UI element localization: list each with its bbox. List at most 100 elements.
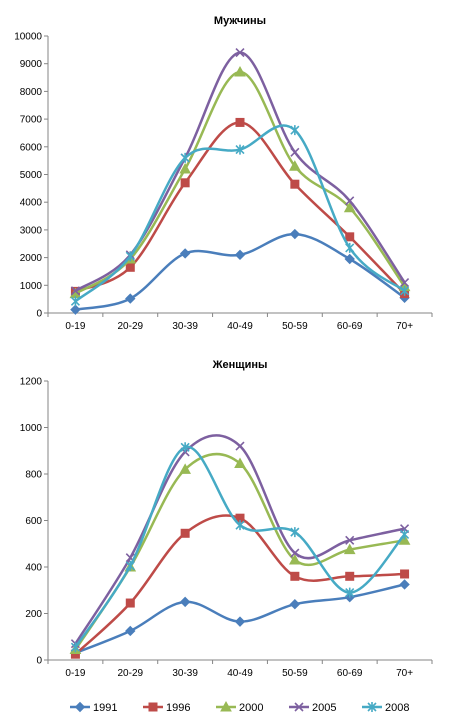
data-point: [289, 598, 301, 610]
data-point: [345, 196, 355, 206]
data-point: [290, 571, 300, 581]
legend-item-1996: 1996: [143, 702, 190, 714]
y-tick-label: 3000: [20, 225, 43, 236]
x-tick-label: 20-29: [117, 321, 143, 332]
legend-marker: [220, 700, 232, 712]
legend-marker: [367, 702, 377, 712]
data-point: [400, 569, 410, 579]
data-point: [125, 293, 136, 304]
x-tick-label: 50-59: [282, 668, 308, 679]
x-tick-label: 20-29: [117, 668, 143, 679]
data-point: [399, 579, 410, 590]
data-point: [179, 248, 191, 259]
data-point: [235, 48, 245, 58]
y-tick-label: 2000: [20, 253, 43, 264]
x-tick-label: 50-59: [282, 321, 308, 332]
y-tick-label: 0: [36, 656, 42, 667]
data-point: [290, 147, 300, 157]
series-1991: [70, 228, 410, 315]
data-point: [235, 520, 245, 531]
data-point: [289, 553, 301, 565]
data-point: [290, 179, 300, 189]
data-point: [180, 152, 190, 163]
data-point: [235, 117, 245, 127]
y-tick-label: 8000: [20, 87, 43, 98]
y-tick-label: 800: [25, 470, 42, 481]
data-point: [290, 548, 300, 558]
data-point: [398, 534, 411, 545]
legend-label: 2000: [239, 702, 263, 714]
series-1991: [70, 579, 410, 659]
legend-item-2005: 2005: [289, 702, 336, 714]
data-point: [400, 277, 410, 288]
data-point: [234, 65, 246, 77]
data-point: [345, 232, 355, 242]
x-tick-label: 0-19: [65, 321, 85, 332]
series-1996: [70, 513, 410, 659]
data-point: [125, 625, 136, 637]
data-point: [125, 598, 135, 608]
x-tick-label: 40-49: [227, 668, 253, 679]
x-tick-label: 60-69: [337, 668, 363, 679]
y-tick-label: 6000: [20, 142, 43, 153]
x-tick-label: 40-49: [227, 321, 253, 332]
chart-title: Женщины: [212, 359, 268, 371]
y-tick-label: 1000: [20, 281, 43, 292]
data-point: [125, 262, 135, 272]
data-point: [180, 442, 190, 453]
data-point: [343, 201, 356, 213]
data-point: [290, 527, 300, 538]
data-point: [234, 249, 246, 261]
y-tick-label: 600: [25, 516, 42, 527]
legend-label: 1991: [93, 702, 117, 714]
series-2008: [70, 124, 410, 307]
data-point: [235, 441, 245, 451]
legend-item-2008: 2008: [362, 702, 409, 714]
x-tick-label: 30-39: [172, 321, 198, 332]
data-point: [290, 125, 300, 136]
legend: 1991 1996 2000 2005 2008: [70, 700, 409, 714]
x-tick-label: 30-39: [172, 668, 198, 679]
data-point: [179, 596, 191, 608]
data-point: [235, 144, 245, 155]
y-tick-label: 10000: [14, 32, 42, 43]
data-point: [125, 560, 135, 571]
series-2008: [70, 442, 410, 653]
legend-label: 1996: [166, 702, 190, 714]
legend-item-2000: 2000: [216, 700, 263, 714]
y-tick-label: 5000: [20, 170, 43, 181]
data-point: [345, 242, 355, 253]
x-tick-label: 70+: [396, 321, 413, 332]
data-point: [343, 543, 356, 555]
legend-label: 2005: [312, 702, 336, 714]
y-tick-label: 9000: [20, 59, 43, 70]
legend-marker: [294, 702, 304, 712]
y-tick-label: 400: [25, 563, 42, 574]
legend-item-1991: 1991: [70, 701, 117, 714]
data-point: [289, 228, 301, 240]
data-point: [179, 463, 191, 474]
y-tick-label: 0: [36, 309, 42, 320]
x-tick-label: 60-69: [337, 321, 363, 332]
x-tick-label: 0-19: [65, 668, 85, 679]
data-point: [70, 286, 80, 296]
data-point: [179, 162, 191, 174]
data-point: [400, 285, 410, 296]
chart-1: Мужчины 0 1000 2000 3000 4000 5000 6000 7000 8000…: [14, 15, 433, 332]
chart-2: Женщины 0 200 400 600 800 1000 1200 0-19 20-29 30-…: [20, 359, 433, 714]
x-tick-label: 70+: [396, 668, 413, 679]
data-point: [180, 528, 190, 538]
y-tick-label: 200: [25, 609, 42, 620]
y-tick-label: 1000: [20, 423, 43, 434]
data-point: [70, 296, 80, 307]
legend-marker: [148, 702, 158, 712]
data-point: [400, 529, 410, 540]
data-point: [234, 616, 246, 627]
data-point: [345, 535, 355, 545]
data-point: [345, 571, 355, 581]
data-point: [70, 642, 80, 653]
y-tick-label: 7000: [20, 115, 43, 126]
data-point: [125, 251, 135, 262]
